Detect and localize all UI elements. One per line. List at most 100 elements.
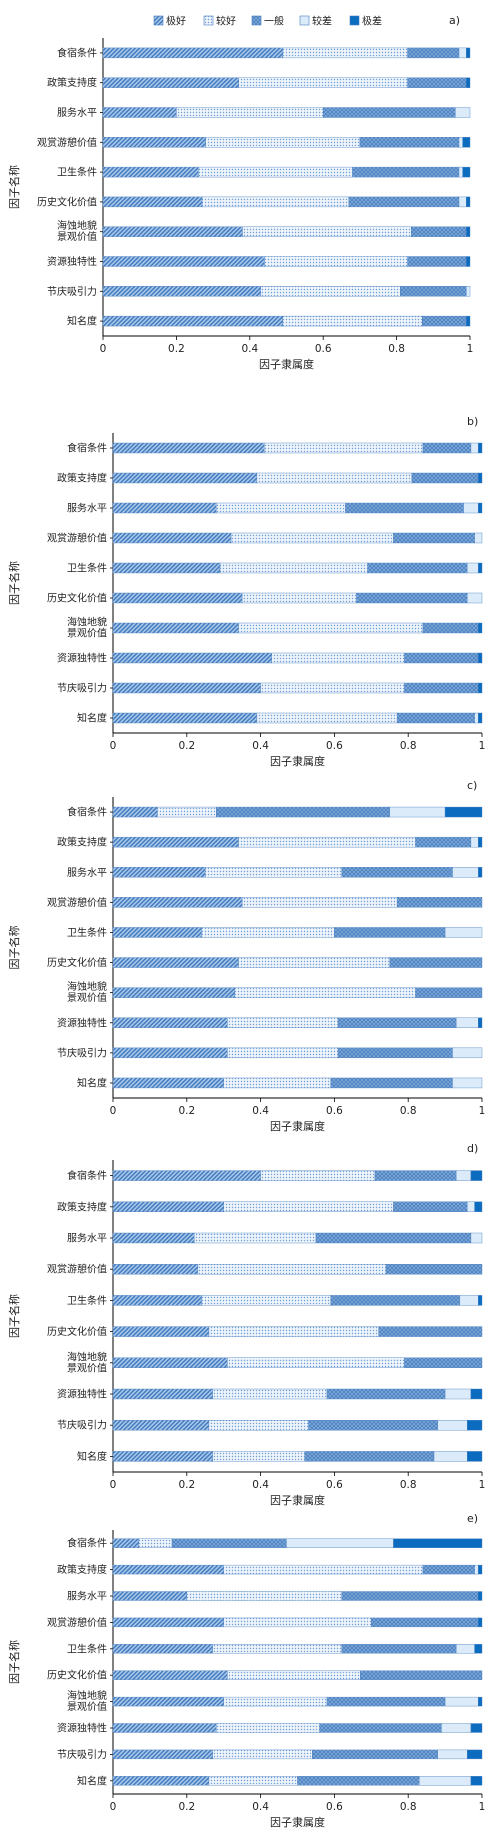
bar-segment <box>462 137 471 148</box>
bar-segment <box>470 442 479 454</box>
bar-segment <box>238 957 390 968</box>
category-label: 历史文化价值 <box>47 1669 107 1682</box>
category-label: 卫生条件 <box>67 1294 107 1307</box>
y-axis-title: 因子名称 <box>7 561 21 605</box>
bar-segment <box>260 682 405 694</box>
bar-segment <box>407 256 467 267</box>
x-tick-label: 0.6 <box>326 1801 343 1813</box>
category-label: 海蚀地貌景观价值 <box>57 219 97 243</box>
bar-segment <box>201 927 335 938</box>
bar-segment <box>337 1017 457 1028</box>
bar-segment <box>212 1451 306 1462</box>
legend-item: 较好 <box>203 15 236 28</box>
bar-segment <box>345 502 464 514</box>
bar-segment <box>102 77 239 88</box>
y-axis-title: 因子名称 <box>7 926 21 970</box>
bar-segment <box>201 196 350 208</box>
x-tick-label: 0.4 <box>252 1479 269 1491</box>
chart-panel: a) 食宿条件政策支持度服务水平观赏游憩价值卫生条件历史文化价值海蚀地貌景观价值资… <box>7 14 473 371</box>
legend-swatch <box>299 15 310 26</box>
bar-segment <box>227 1047 339 1059</box>
x-tick-label: 0.8 <box>400 1801 417 1813</box>
legend-item: 一般 <box>251 15 284 28</box>
bar-segment <box>112 622 239 634</box>
category-label: 海蚀地貌景观价值 <box>67 980 107 1004</box>
bar-segment <box>112 1696 224 1707</box>
bar-segment <box>385 1263 483 1275</box>
legend-item: 极差 <box>349 15 382 28</box>
bar-segment <box>219 562 368 574</box>
legend-swatch <box>153 15 164 26</box>
bar-segment <box>326 1696 446 1707</box>
bar-segment <box>112 562 221 574</box>
bar-segment <box>112 1077 224 1089</box>
bar-segment <box>216 502 346 514</box>
bar-segment <box>112 682 261 694</box>
x-tick-label: 0.4 <box>252 1801 269 1813</box>
x-axis-title: 因子隶属度 <box>270 754 325 768</box>
bar-segment <box>102 107 177 118</box>
category-label: 服务水平 <box>67 1590 107 1603</box>
category-label: 服务水平 <box>67 866 107 879</box>
bar-segment <box>371 1617 479 1628</box>
bar-segment <box>359 137 460 148</box>
bar-segment <box>112 1451 213 1462</box>
bar-segment <box>455 1017 479 1028</box>
bar-segment <box>444 927 483 938</box>
bar-segment <box>467 592 483 604</box>
bar-segment <box>458 196 467 208</box>
bar-segment <box>256 712 398 724</box>
category-label: 知名度 <box>67 315 97 328</box>
category-label: 知名度 <box>77 1774 107 1787</box>
category-label: 观赏游憩价值 <box>47 1263 107 1276</box>
bar-segment <box>227 1670 361 1680</box>
bar-segment <box>441 1723 472 1733</box>
bar-segment <box>341 1644 457 1654</box>
bar-segment <box>112 1170 261 1181</box>
bar-segment <box>205 137 361 148</box>
category-label: 观赏游憩价值 <box>47 1616 107 1629</box>
bar-segment <box>452 1047 483 1059</box>
bar-segment <box>112 1388 213 1400</box>
bar-segment <box>466 226 471 237</box>
bar-segment <box>437 1749 468 1760</box>
bar-segment <box>238 77 408 88</box>
chart-panel: b) 食宿条件政策支持度服务水平观赏游憩价值卫生条件历史文化价值海蚀地貌景观价值资… <box>7 415 485 768</box>
bar-segment <box>102 137 206 148</box>
bar-segment <box>112 1723 217 1733</box>
bar-segment <box>112 897 243 908</box>
bar-segment <box>330 1295 461 1306</box>
bar-segment <box>393 1201 468 1213</box>
bar-segment <box>112 1263 199 1275</box>
bar-segment <box>112 1591 188 1601</box>
bar-segment <box>478 502 483 514</box>
bar-segment <box>112 472 258 484</box>
category-label: 政策支持度 <box>57 1200 107 1213</box>
bar-segment <box>463 502 479 514</box>
bar-segment <box>478 712 483 724</box>
bar-segment <box>157 806 217 818</box>
bar-segment <box>112 1644 213 1654</box>
bar-segment <box>112 1564 224 1575</box>
bar-segment <box>227 1017 339 1028</box>
bar-segment <box>227 1357 405 1369</box>
bar-segment <box>452 1077 483 1089</box>
panel-label: c) <box>467 779 477 792</box>
bar-segment <box>415 836 472 848</box>
x-tick-label: 0 <box>110 1105 117 1117</box>
bar-segment <box>396 897 483 908</box>
bar-segment <box>198 166 353 178</box>
bar-segment <box>112 957 239 968</box>
bar-segment <box>282 47 408 59</box>
x-tick-label: 0.4 <box>252 1105 269 1117</box>
bar-segment <box>112 1232 195 1244</box>
bar-segment <box>478 836 483 848</box>
category-label: 食宿条件 <box>57 46 97 59</box>
bar-segment <box>176 107 324 118</box>
bar-segment <box>238 622 424 634</box>
bar-segment <box>102 166 199 178</box>
bar-segment <box>112 1295 202 1306</box>
panel-label: b) <box>467 415 478 428</box>
category-label: 节庆吸引力 <box>57 682 107 695</box>
legend-label: 极差 <box>362 15 382 28</box>
